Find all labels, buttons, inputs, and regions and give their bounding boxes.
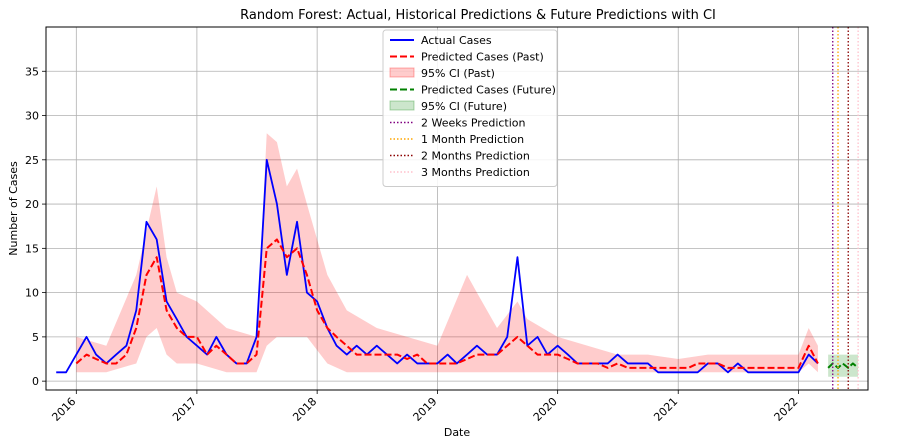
- legend-swatch: [389, 100, 415, 111]
- series-line: [75, 238, 819, 369]
- x-tick-label: 2016: [49, 395, 78, 424]
- x-tick-label: 2021: [651, 395, 680, 424]
- legend-label: Predicted Cases (Past): [421, 51, 544, 64]
- x-tick-label: 2018: [290, 395, 319, 424]
- x-tick-label: 2022: [772, 395, 801, 424]
- x-tick-label: 2020: [531, 395, 560, 424]
- legend-label: Predicted Cases (Future): [421, 84, 556, 97]
- legend-box: [382, 29, 558, 187]
- legend-label: 3 Months Prediction: [421, 166, 530, 179]
- legend-label: 95% CI (Past): [421, 67, 495, 80]
- y-tick-label: 20: [25, 198, 39, 211]
- y-tick-label: 5: [32, 331, 39, 344]
- legend-label: 2 Months Prediction: [421, 150, 530, 163]
- legend: Actual Cases Predicted Cases (Past) 95% CI…: [382, 29, 558, 187]
- legend-label: 95% CI (Future): [421, 100, 507, 113]
- y-tick-label: 0: [32, 375, 39, 388]
- ci-band: [828, 354, 859, 377]
- prediction-markers: [832, 27, 859, 390]
- y-tick-label: 15: [25, 242, 39, 255]
- legend-label: Actual Cases: [421, 34, 492, 47]
- y-tick-label: 10: [25, 287, 39, 300]
- legend-swatch: [389, 67, 415, 78]
- y-tick-label: 25: [25, 154, 39, 167]
- plot-area: [45, 26, 869, 391]
- y-axis-label: Number of Cases: [7, 161, 20, 256]
- x-axis-label: Date: [444, 426, 471, 439]
- legend-label: 1 Month Prediction: [421, 133, 524, 146]
- series-line: [56, 158, 819, 374]
- x-tick-label: 2019: [411, 395, 440, 424]
- confidence-bands: [76, 133, 859, 377]
- x-tick-label: 2017: [170, 395, 199, 424]
- y-tick-label: 35: [25, 65, 39, 78]
- chart-title: Random Forest: Actual, Historical Predic…: [240, 8, 716, 23]
- y-tick-label: 30: [25, 110, 39, 123]
- legend-label: 2 Weeks Prediction: [421, 117, 526, 130]
- ci-band: [76, 133, 818, 373]
